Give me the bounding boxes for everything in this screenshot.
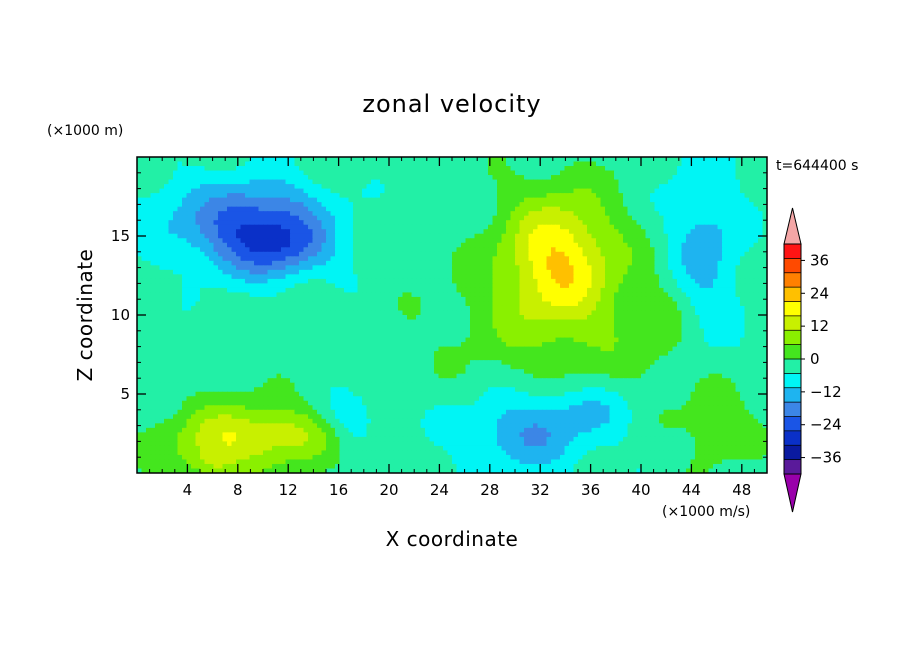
colorbar-band <box>784 344 801 360</box>
x-tick-label: 44 <box>682 481 701 499</box>
colorbar-tick-label: 0 <box>810 350 820 368</box>
colorbar-band <box>784 258 801 274</box>
x-tick-label: 28 <box>480 481 499 499</box>
colorbar-tick-label: 12 <box>810 317 829 335</box>
x-tick-label: 48 <box>732 481 751 499</box>
x-tick-label: 20 <box>379 481 398 499</box>
colorbar-band <box>784 301 801 317</box>
x-unit-label: (×1000 m/s) <box>662 504 750 520</box>
colorbar-tick-label: −24 <box>810 416 842 434</box>
colorbar-band <box>784 430 801 446</box>
colorbar-band <box>784 359 801 374</box>
x-tick-label: 32 <box>531 481 550 499</box>
x-tick-label: 40 <box>631 481 650 499</box>
colorbar-band <box>784 287 801 302</box>
colorbar-band <box>784 445 801 461</box>
colorbar-tick-label: −36 <box>810 449 842 467</box>
x-axis: 4 8 12 16 20 24 28 32 36 40 44 48 <box>149 157 755 499</box>
heatmap-field <box>137 157 767 473</box>
colorbar-tick-label: −12 <box>810 383 842 401</box>
colorbar-band <box>784 272 801 288</box>
y-axis-label: Z coordinate <box>73 249 97 382</box>
colorbar: −36 −24 −12 0 12 24 36 <box>783 207 842 513</box>
colorbar-over-arrow <box>783 207 802 245</box>
y-tick-label: 5 <box>120 385 130 403</box>
time-label: t=644400 s <box>776 158 858 174</box>
colorbar-band <box>784 416 801 432</box>
x-tick-label: 36 <box>581 481 600 499</box>
colorbar-tick-label: 36 <box>810 251 829 269</box>
colorbar-band <box>784 373 801 389</box>
colorbar-band <box>784 315 801 331</box>
y-axis: 5 10 15 <box>111 172 767 458</box>
colorbar-under-arrow <box>783 473 802 513</box>
chart-title: zonal velocity <box>362 90 541 118</box>
x-tick-label: 12 <box>279 481 298 499</box>
colorbar-band <box>784 459 801 475</box>
y-unit-label: (×1000 m) <box>47 123 123 139</box>
colorbar-band <box>784 330 801 346</box>
colorbar-band <box>784 244 801 259</box>
x-tick-label: 24 <box>430 481 449 499</box>
y-tick-label: 10 <box>111 306 130 324</box>
colorbar-band <box>784 402 801 417</box>
x-tick-label: 8 <box>233 481 243 499</box>
colorbar-tick-label: 24 <box>810 284 829 302</box>
x-tick-label: 4 <box>183 481 193 499</box>
x-tick-label: 16 <box>329 481 348 499</box>
y-tick-label: 15 <box>111 227 130 245</box>
colorbar-band <box>784 387 801 403</box>
x-axis-label: X coordinate <box>386 527 519 551</box>
